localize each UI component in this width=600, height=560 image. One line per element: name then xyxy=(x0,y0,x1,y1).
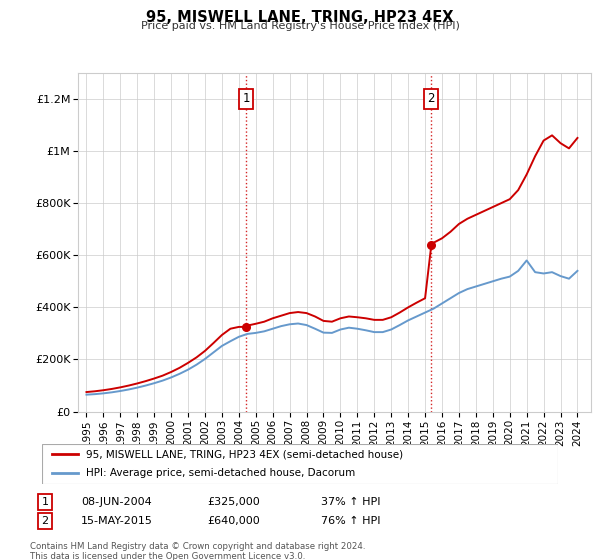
Text: 1: 1 xyxy=(41,497,49,507)
Text: 37% ↑ HPI: 37% ↑ HPI xyxy=(321,497,380,507)
Text: HPI: Average price, semi-detached house, Dacorum: HPI: Average price, semi-detached house,… xyxy=(86,468,355,478)
Text: 76% ↑ HPI: 76% ↑ HPI xyxy=(321,516,380,526)
Text: 08-JUN-2004: 08-JUN-2004 xyxy=(81,497,152,507)
Text: 2: 2 xyxy=(41,516,49,526)
Text: Contains HM Land Registry data © Crown copyright and database right 2024.
This d: Contains HM Land Registry data © Crown c… xyxy=(30,542,365,560)
Text: 95, MISWELL LANE, TRING, HP23 4EX (semi-detached house): 95, MISWELL LANE, TRING, HP23 4EX (semi-… xyxy=(86,449,403,459)
Text: Price paid vs. HM Land Registry's House Price Index (HPI): Price paid vs. HM Land Registry's House … xyxy=(140,21,460,31)
Text: 15-MAY-2015: 15-MAY-2015 xyxy=(81,516,153,526)
Text: £325,000: £325,000 xyxy=(207,497,260,507)
Text: 1: 1 xyxy=(242,92,250,105)
Text: £640,000: £640,000 xyxy=(207,516,260,526)
FancyBboxPatch shape xyxy=(42,444,558,484)
Text: 2: 2 xyxy=(428,92,435,105)
Text: 95, MISWELL LANE, TRING, HP23 4EX: 95, MISWELL LANE, TRING, HP23 4EX xyxy=(146,10,454,25)
